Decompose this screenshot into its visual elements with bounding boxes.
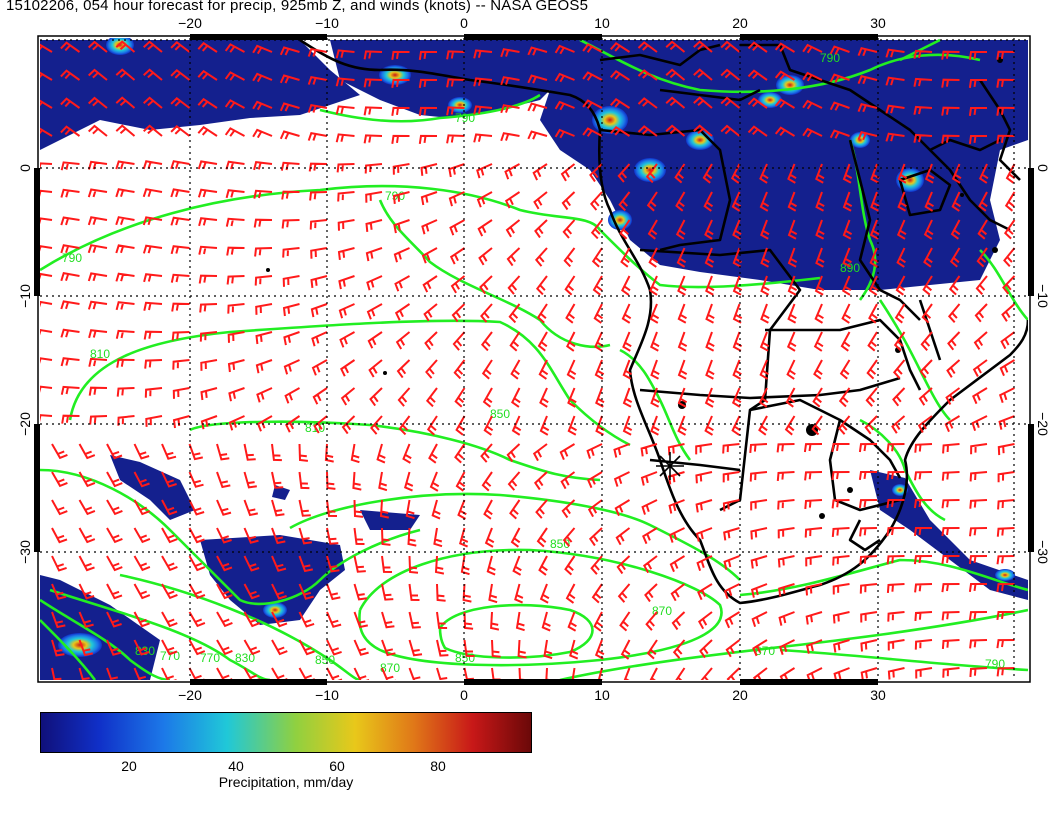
lon-label: 0	[460, 15, 468, 31]
contour-label: 790	[62, 251, 82, 265]
lat-label: −30	[1035, 540, 1051, 564]
colorbar-tick: 80	[430, 758, 446, 774]
lon-label: −20	[178, 687, 202, 700]
lat-label: −30	[17, 540, 33, 564]
lat-label: −10	[1035, 284, 1051, 308]
contour-label: 870	[380, 661, 400, 675]
contour-label: 810	[90, 347, 110, 361]
colorbar-label: Precipitation, mm/day	[218, 774, 354, 790]
colorbar-tick: 60	[329, 758, 345, 774]
precipitation-layer	[40, 40, 1028, 680]
lat-label: −20	[1035, 412, 1051, 436]
contour-label: 850	[455, 651, 475, 665]
lon-labels-bottom: −20 −10 0 10 20 30	[178, 687, 886, 700]
lat-label: 0	[1035, 164, 1051, 172]
weather-map: 790 790 790 790 810 810 850 850 830 870 …	[17, 15, 1051, 700]
colorbar-tick: 20	[121, 758, 137, 774]
lon-label: 20	[732, 15, 748, 31]
lon-label: 0	[460, 687, 468, 700]
lon-label: 30	[870, 15, 886, 31]
contour-label: 830	[135, 644, 155, 658]
contour-label: 790	[820, 51, 840, 65]
lon-label: −10	[315, 687, 339, 700]
contour-label: 790	[455, 111, 475, 125]
contour-labels: 790 790 790 790 810 810 850 850 830 870 …	[62, 51, 1005, 675]
frame-ticks	[34, 34, 1034, 685]
contour-label: 850	[315, 653, 335, 667]
contour-label: 850	[490, 407, 510, 421]
lat-label: −10	[17, 284, 33, 308]
lon-label: 10	[594, 687, 610, 700]
lat-labels-right: 0 −10 −20 −30	[1035, 164, 1051, 564]
lat-label: 0	[17, 164, 33, 172]
contour-label: 770	[160, 649, 180, 663]
contour-label: 870	[652, 604, 672, 618]
lon-label: 30	[870, 687, 886, 700]
wind-barb-field	[40, 40, 1016, 680]
lat-label: −20	[17, 412, 33, 436]
lon-label: 20	[732, 687, 748, 700]
lon-label: −20	[178, 15, 202, 31]
lat-labels-left: 0 −10 −20 −30	[17, 164, 33, 564]
contour-label: 870	[755, 644, 775, 658]
station-marker-icon	[656, 452, 684, 480]
contour-label: 770	[200, 651, 220, 665]
colorbar-tick: 40	[228, 758, 244, 774]
contour-label: 830	[235, 651, 255, 665]
map-title: 15102206, 054 hour forecast for precip, …	[6, 0, 589, 14]
lon-label: −10	[315, 15, 339, 31]
lon-labels-top: −20 −10 0 10 20 30	[178, 15, 886, 31]
wind-barbs	[40, 40, 1016, 680]
colorbar: 20 40 60 80 Precipitation, mm/day	[40, 712, 532, 792]
lon-label: 10	[594, 15, 610, 31]
colorbar-gradient	[40, 712, 532, 753]
